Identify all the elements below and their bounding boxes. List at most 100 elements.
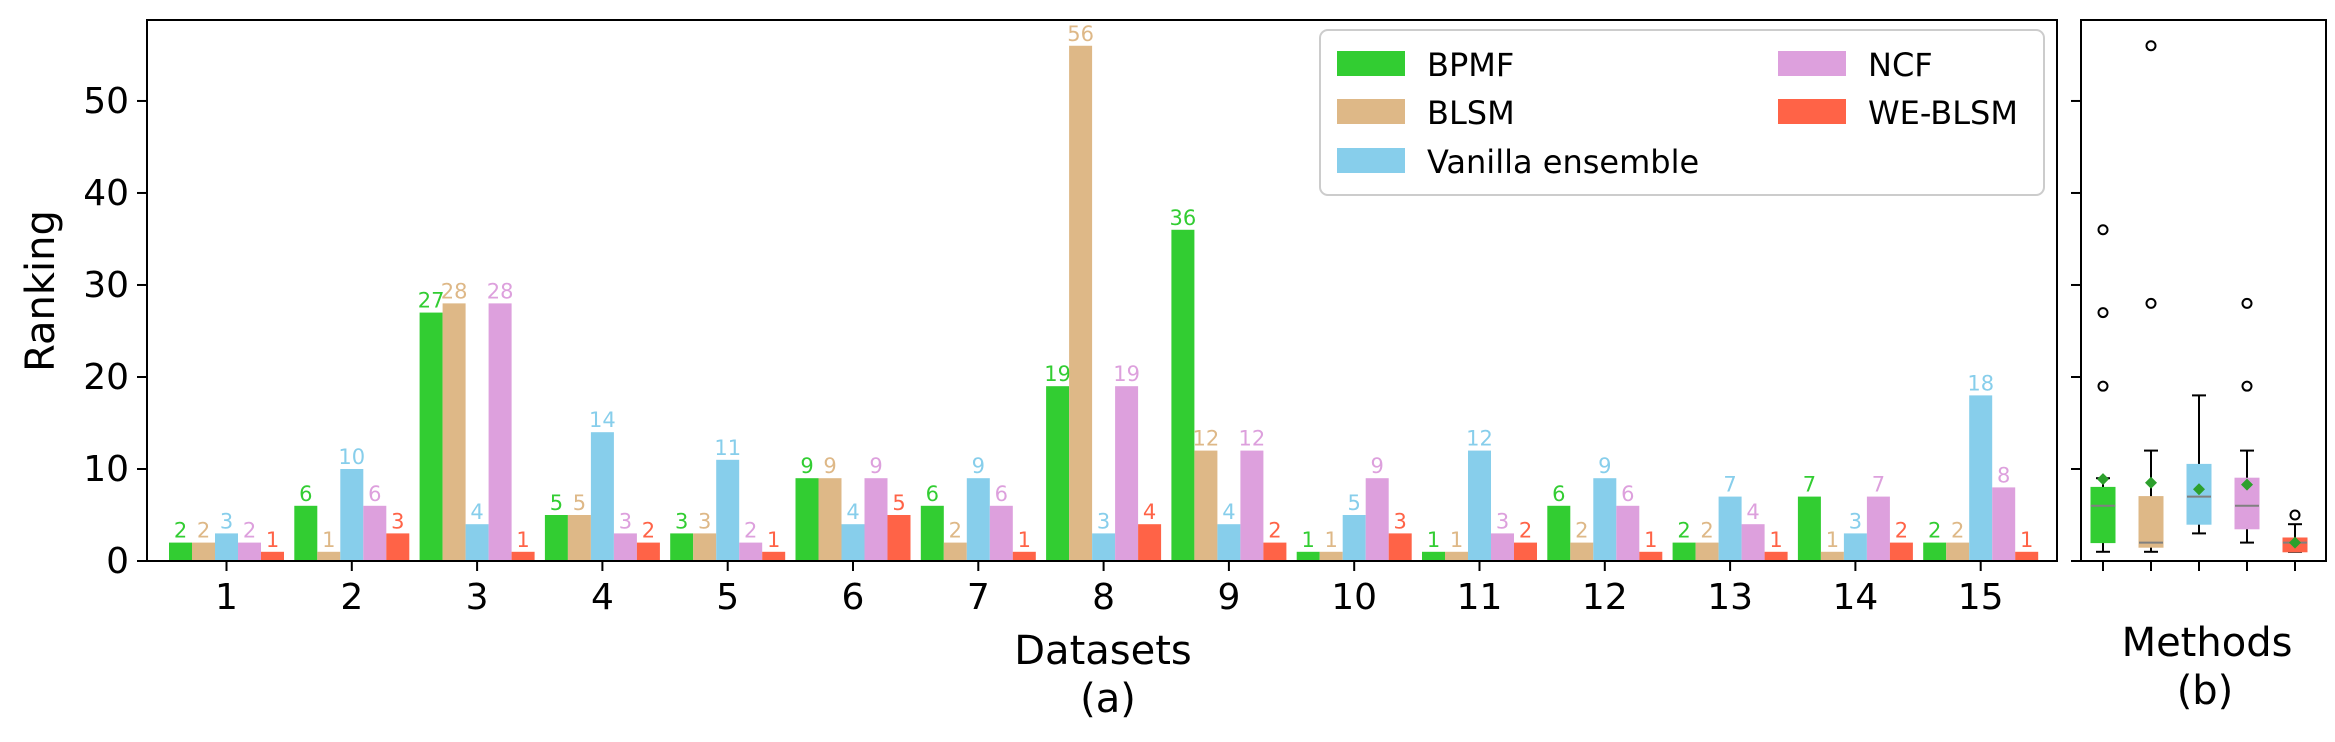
bar xyxy=(1365,478,1389,561)
bar xyxy=(1946,542,1970,561)
x-tick-label: 10 xyxy=(1331,577,1377,618)
x-tick-label: 4 xyxy=(591,577,614,618)
bar-value-label: 11 xyxy=(714,436,741,460)
bar xyxy=(1820,551,1844,561)
bar-value-label: 56 xyxy=(1067,22,1094,46)
bar xyxy=(1616,505,1640,561)
bar xyxy=(1718,496,1742,561)
bar xyxy=(317,551,341,561)
legend-swatch xyxy=(1337,51,1405,76)
bar xyxy=(488,303,512,561)
bar-value-label: 9 xyxy=(800,454,813,478)
bar xyxy=(363,505,387,561)
bar xyxy=(1570,542,1594,561)
x-tick-label: 6 xyxy=(842,577,865,618)
bar-value-label: 1 xyxy=(266,528,279,552)
x-tick-label: 8 xyxy=(1092,577,1115,618)
bar xyxy=(511,551,535,561)
bar xyxy=(920,505,944,561)
bar xyxy=(1069,45,1093,562)
x-tick-label: 9 xyxy=(1217,577,1240,618)
bar xyxy=(1012,551,1036,561)
outlier-point xyxy=(2145,40,2157,52)
legend-swatch xyxy=(1337,99,1405,124)
x-tick-label: 5 xyxy=(716,577,739,618)
outlier-point xyxy=(2097,307,2109,319)
bar xyxy=(1923,542,1947,561)
y-tick-label: 40 xyxy=(83,173,129,214)
bar-value-label: 2 xyxy=(642,519,655,543)
bar xyxy=(1388,533,1412,561)
bar xyxy=(1764,551,1788,561)
bar xyxy=(1263,542,1287,561)
bar-value-label: 7 xyxy=(1803,473,1816,497)
bar xyxy=(1547,505,1571,561)
bar-value-label: 3 xyxy=(675,509,688,533)
bar xyxy=(419,312,443,561)
bar xyxy=(887,514,911,561)
bar xyxy=(1969,395,1993,561)
legend-label: BPMF xyxy=(1427,46,1514,84)
bar xyxy=(989,505,1013,561)
bar xyxy=(1866,496,1890,561)
bar-value-label: 6 xyxy=(926,482,939,506)
bar-value-label: 3 xyxy=(391,509,404,533)
bar-value-label: 6 xyxy=(299,482,312,506)
outlier-point xyxy=(2145,297,2157,309)
y-tick-label: 10 xyxy=(83,449,129,490)
bar-value-label: 3 xyxy=(1097,509,1110,533)
bar-value-label: 2 xyxy=(1519,519,1532,543)
bar-value-label: 3 xyxy=(220,509,233,533)
bar-value-label: 3 xyxy=(698,509,711,533)
bar-value-label: 6 xyxy=(1621,482,1634,506)
bar xyxy=(1843,533,1867,561)
bar-value-label: 9 xyxy=(823,454,836,478)
bar-value-label: 1 xyxy=(767,528,780,552)
legend-label: BLSM xyxy=(1427,94,1515,132)
bar-value-label: 1 xyxy=(516,528,529,552)
bar xyxy=(590,432,614,561)
subplot-label-a: (a) xyxy=(1080,676,1136,722)
bar xyxy=(567,514,591,561)
bar-value-label: 2 xyxy=(197,519,210,543)
bar-value-label: 1 xyxy=(1302,528,1315,552)
bar-value-label: 3 xyxy=(1496,509,1509,533)
bar xyxy=(215,533,238,561)
bar xyxy=(386,533,410,561)
bar xyxy=(169,542,192,561)
bar xyxy=(1741,524,1765,561)
legend: BPMF BLSM Vanilla ensemble NCF WE-BLSM xyxy=(1319,29,2045,196)
bar-value-label: 2 xyxy=(1895,519,1908,543)
bar xyxy=(670,533,694,561)
box xyxy=(2138,496,2164,548)
bar-value-label: 1 xyxy=(322,528,335,552)
outlier-point xyxy=(2097,380,2109,392)
bar xyxy=(1593,478,1617,561)
bar xyxy=(795,478,819,561)
bar xyxy=(966,478,990,561)
x-tick-label: 15 xyxy=(1958,577,2004,618)
x-tick-label: 2 xyxy=(340,577,363,618)
bar-value-label: 5 xyxy=(1348,491,1361,515)
bar xyxy=(1514,542,1537,561)
bar xyxy=(544,514,568,561)
bar-value-label: 1 xyxy=(1018,528,1031,552)
bar-value-label: 2 xyxy=(744,519,757,543)
bar xyxy=(613,533,637,561)
bar xyxy=(1217,524,1241,561)
bar-value-label: 36 xyxy=(1170,206,1197,230)
legend-swatch xyxy=(1778,99,1846,124)
bar-value-label: 14 xyxy=(589,408,616,432)
y-tick-label: 50 xyxy=(83,81,129,122)
mean-marker xyxy=(2097,473,2109,486)
bar-value-label: 2 xyxy=(1268,519,1281,543)
bar xyxy=(1092,533,1116,561)
bar-value-label: 19 xyxy=(1113,362,1140,386)
bar-value-label: 10 xyxy=(338,445,365,469)
bar-value-label: 2 xyxy=(1677,519,1690,543)
bar xyxy=(739,542,763,561)
bar-value-label: 4 xyxy=(1746,500,1759,524)
outlier-point xyxy=(2097,224,2109,236)
bar xyxy=(1342,514,1366,561)
bar-value-label: 5 xyxy=(550,491,563,515)
